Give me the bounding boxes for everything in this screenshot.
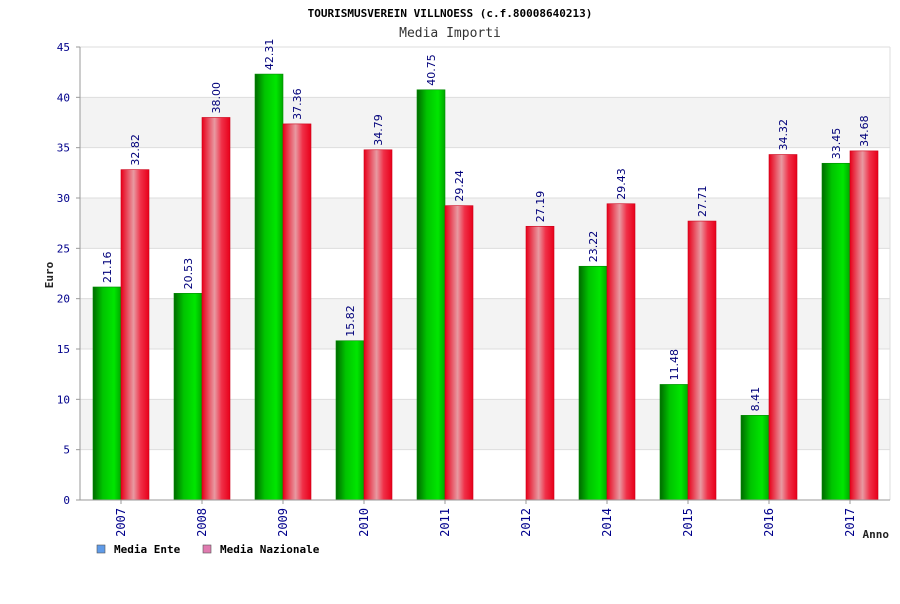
data-label-media-nazionale-2017: 34.68 (858, 115, 871, 147)
plot-band (80, 47, 890, 98)
bar-media-nazionale-2017 (849, 150, 879, 501)
x-tick-label-2008: 2008 (195, 508, 209, 537)
x-tick-label-2011: 2011 (438, 508, 452, 537)
bar-media-ente-2009 (254, 73, 284, 501)
x-tick-label-2015: 2015 (681, 508, 695, 537)
bar-series (92, 73, 879, 501)
data-label-media-nazionale-2007: 32.82 (129, 134, 142, 166)
data-label-media-nazionale-2008: 38.00 (210, 82, 223, 114)
data-label-media-nazionale-2012: 27.19 (534, 191, 547, 223)
plot-band (80, 248, 890, 299)
bar-media-ente-2016 (740, 415, 770, 501)
y-tick-label: 20 (57, 293, 70, 306)
data-label-media-nazionale-2010: 34.79 (372, 114, 385, 146)
data-label-media-ente-2017: 33.45 (830, 128, 843, 160)
bar-media-nazionale-2014 (606, 203, 636, 501)
y-axis-ticks: 0 5 10 15 20 25 30 35 40 45 (57, 41, 80, 507)
legend-swatch-media-ente (96, 544, 106, 554)
data-label-media-ente-2016: 8.41 (749, 387, 762, 412)
bar-media-nazionale-2016 (768, 154, 798, 501)
x-tick-label-2017: 2017 (843, 508, 857, 537)
x-tick-label-2010: 2010 (357, 508, 371, 537)
y-tick-label: 30 (57, 192, 70, 205)
x-axis-ticks: 2007 2008 2009 2010 2011 2012 2014 2015 2016 2017 (114, 500, 857, 537)
bar-media-ente-2014 (578, 265, 608, 501)
bar-media-nazionale-2009 (282, 123, 312, 501)
chart-title: TOURISMUSVEREIN VILLNOESS (c.f.800086402… (308, 7, 593, 20)
bar-media-ente-2010 (335, 340, 365, 501)
legend-label-media-ente: Media Ente (114, 543, 181, 556)
x-tick-label-2012: 2012 (519, 508, 533, 537)
y-tick-label: 45 (57, 41, 70, 54)
bar-media-nazionale-2011 (444, 205, 474, 501)
data-label-media-nazionale-2015: 27.71 (696, 186, 709, 218)
data-label-media-nazionale-2009: 37.36 (291, 88, 304, 120)
bar-media-nazionale-2012 (525, 225, 555, 501)
bar-media-nazionale-2008 (201, 117, 231, 501)
plot-band (80, 147, 890, 198)
y-tick-label: 35 (57, 142, 70, 155)
y-axis-label: Euro (43, 261, 56, 288)
bar-media-ente-2007 (92, 286, 122, 501)
y-tick-label: 0 (63, 494, 70, 507)
bar-media-nazionale-2015 (687, 220, 717, 501)
data-label-media-ente-2014: 23.22 (587, 231, 600, 263)
bar-media-ente-2011 (416, 89, 446, 501)
bar-media-nazionale-2007 (120, 169, 150, 501)
y-tick-label: 5 (63, 444, 70, 457)
legend-label-media-nazionale: Media Nazionale (220, 543, 320, 556)
y-tick-label: 25 (57, 242, 70, 255)
bar-media-ente-2017 (821, 162, 851, 501)
data-label-media-ente-2008: 20.53 (182, 258, 195, 290)
data-label-media-ente-2010: 15.82 (344, 305, 357, 337)
data-label-media-nazionale-2011: 29.24 (453, 170, 466, 202)
data-label-media-ente-2015: 11.48 (668, 349, 681, 381)
x-tick-label-2007: 2007 (114, 508, 128, 537)
plot-band (80, 198, 890, 249)
data-label-media-ente-2011: 40.75 (425, 54, 438, 86)
chart-subtitle: Media Importi (399, 26, 501, 41)
legend: Media Ente Media Nazionale (96, 543, 320, 556)
x-tick-label-2014: 2014 (600, 508, 614, 537)
bar-media-ente-2015 (659, 384, 689, 501)
x-tick-label-2009: 2009 (276, 508, 290, 537)
x-axis-label: Anno (863, 528, 890, 541)
data-label-media-nazionale-2016: 34.32 (777, 119, 790, 151)
bar-media-nazionale-2010 (363, 149, 393, 501)
data-label-media-ente-2009: 42.31 (263, 39, 276, 71)
data-label-media-ente-2007: 21.16 (101, 251, 114, 283)
x-tick-label-2016: 2016 (762, 508, 776, 537)
y-tick-label: 40 (57, 91, 70, 104)
data-label-media-nazionale-2014: 29.43 (615, 168, 628, 200)
y-tick-label: 10 (57, 393, 70, 406)
data-labels: 21.16 32.82 20.53 38.00 42.31 37.36 15.82 34.79… (101, 39, 871, 412)
y-tick-label: 15 (57, 343, 70, 356)
bar-media-ente-2008 (173, 293, 203, 501)
plot-band (80, 97, 890, 148)
legend-swatch-media-nazionale (202, 544, 212, 554)
